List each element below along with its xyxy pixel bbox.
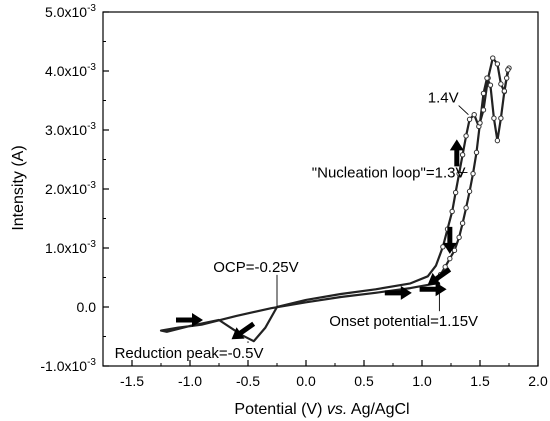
y-tick-label: 0.0: [77, 299, 97, 315]
x-tick-label: 2.0: [528, 373, 548, 389]
data-point: [451, 247, 458, 254]
series-layer: [159, 55, 512, 343]
x-tick-label: 1.0: [412, 373, 432, 389]
data-point: [477, 120, 483, 126]
y-axis-label: Intensity (A): [10, 145, 27, 230]
annotation-label: 1.4V: [428, 90, 459, 107]
data-point: [494, 61, 501, 67]
x-tick-label: 1.5: [470, 373, 490, 389]
x-axis-ticks: -1.5 -1.0 -0.5 0.0 0.5 1.0 1.5 2.0: [120, 360, 548, 389]
data-point: [494, 137, 501, 144]
data-point: [452, 189, 459, 196]
direction-arrow: [449, 139, 464, 167]
x-tick-label: -1.0: [178, 373, 202, 389]
data-point: [498, 81, 504, 87]
y-tick-label: 1.0x10-3: [45, 239, 96, 256]
data-point: [498, 115, 504, 121]
data-point: [484, 75, 490, 81]
data-point: [473, 149, 480, 156]
data-point: [449, 208, 455, 215]
data-point: [491, 115, 497, 121]
x-tick-label: -1.5: [120, 373, 144, 389]
data-point: [466, 188, 473, 195]
y-tick-label: 4.0x10-3: [45, 62, 96, 79]
data-point: [447, 255, 453, 262]
data-point: [459, 152, 466, 158]
y-tick-label: 2.0x10-3: [45, 180, 96, 197]
data-point: [463, 205, 469, 211]
data-point: [503, 75, 510, 81]
direction-arrows: [176, 139, 464, 340]
data-point: [440, 244, 446, 250]
x-tick-label: 0.0: [296, 373, 316, 389]
data-point: [487, 82, 494, 88]
data-point: [480, 90, 487, 97]
data-point: [490, 55, 496, 61]
x-tick-label: -0.5: [236, 373, 260, 389]
data-point: [471, 111, 477, 118]
data-point: [501, 88, 508, 94]
data-point: [466, 116, 473, 123]
y-tick-label: 5.0x10-3: [45, 3, 96, 20]
annotation-label: OCP=-0.25V: [213, 259, 298, 276]
annotation-label: Onset potential=1.15V: [329, 313, 478, 330]
annotations-layer: 1.4V "Nucleation loop"=1.3V OCP=-0.25V Onse…: [115, 90, 478, 362]
data-point: [459, 220, 466, 226]
direction-arrow: [384, 285, 412, 300]
annotation-label: Reduction peak=-0.5V: [115, 345, 264, 362]
data-point: [442, 264, 448, 270]
direction-arrow: [427, 267, 452, 285]
data-point: [463, 133, 469, 139]
annotation-leader: [458, 105, 469, 115]
direction-arrow: [442, 226, 457, 254]
data-point: [505, 67, 511, 73]
direction-arrow: [419, 282, 447, 297]
x-tick-label: 0.5: [354, 373, 374, 389]
data-point: [480, 107, 487, 113]
data-point: [456, 234, 462, 241]
y-axis-ticks: -1.0x10-3 0.0 1.0x10-3 2.0x10-3 3.0x10-3 4.0x…: [40, 3, 109, 374]
direction-arrow: [176, 312, 203, 327]
y-tick-label: 3.0x10-3: [45, 121, 96, 138]
direction-arrow: [231, 321, 256, 340]
x-axis-label: Potential (V) vs. Ag/AgCl: [234, 401, 409, 418]
y-tick-label: -1.0x10-3: [40, 357, 96, 374]
data-point: [470, 170, 476, 177]
annotation-label: "Nucleation loop"=1.3V: [312, 164, 466, 181]
